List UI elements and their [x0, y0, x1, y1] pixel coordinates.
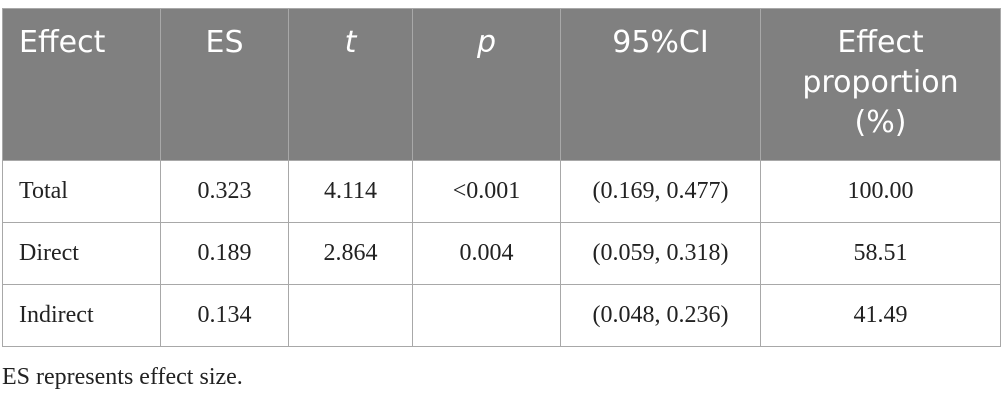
table-footnote: ES represents effect size. [2, 364, 243, 390]
cell-es: 0.189 [160, 222, 289, 285]
header-ci: 95%CI [560, 8, 761, 161]
cell-ci: (0.059, 0.318) [560, 222, 761, 285]
table-row: Direct 0.189 2.864 0.004 (0.059, 0.318) … [2, 222, 1001, 285]
cell-effect: Direct [2, 222, 161, 285]
header-es-label: ES [205, 25, 244, 60]
cell-proportion: 100.00 [760, 160, 1001, 223]
table-header: Effect ES t p 95%CI Effect proportion (%… [2, 8, 1001, 161]
header-t: t [288, 8, 413, 161]
cell-es: 0.134 [160, 284, 289, 347]
table-row: Total 0.323 4.114 <0.001 (0.169, 0.477) … [2, 160, 1001, 223]
header-proportion-label: Effect proportion (%) [802, 25, 959, 140]
header-proportion: Effect proportion (%) [760, 8, 1001, 161]
header-p: p [412, 8, 561, 161]
cell-ci: (0.048, 0.236) [560, 284, 761, 347]
header-t-label: t [344, 25, 357, 60]
cell-t: 2.864 [288, 222, 413, 285]
cell-effect: Indirect [2, 284, 161, 347]
header-effect-label: Effect [19, 25, 106, 60]
cell-effect: Total [2, 160, 161, 223]
header-p-label: p [476, 25, 497, 60]
header-es: ES [160, 8, 289, 161]
cell-es: 0.323 [160, 160, 289, 223]
header-row: Effect ES t p 95%CI Effect proportion (%… [2, 8, 1001, 161]
cell-p: <0.001 [412, 160, 561, 223]
header-effect: Effect [2, 8, 161, 161]
effects-table: Effect ES t p 95%CI Effect proportion (%… [2, 8, 1001, 347]
cell-proportion: 58.51 [760, 222, 1001, 285]
cell-proportion: 41.49 [760, 284, 1001, 347]
table-row: Indirect 0.134 (0.048, 0.236) 41.49 [2, 284, 1001, 347]
cell-p: 0.004 [412, 222, 561, 285]
table-body: Total 0.323 4.114 <0.001 (0.169, 0.477) … [2, 160, 1001, 347]
cell-ci: (0.169, 0.477) [560, 160, 761, 223]
cell-t [288, 284, 413, 347]
header-ci-label: 95%CI [612, 25, 709, 60]
cell-p [412, 284, 561, 347]
cell-t: 4.114 [288, 160, 413, 223]
